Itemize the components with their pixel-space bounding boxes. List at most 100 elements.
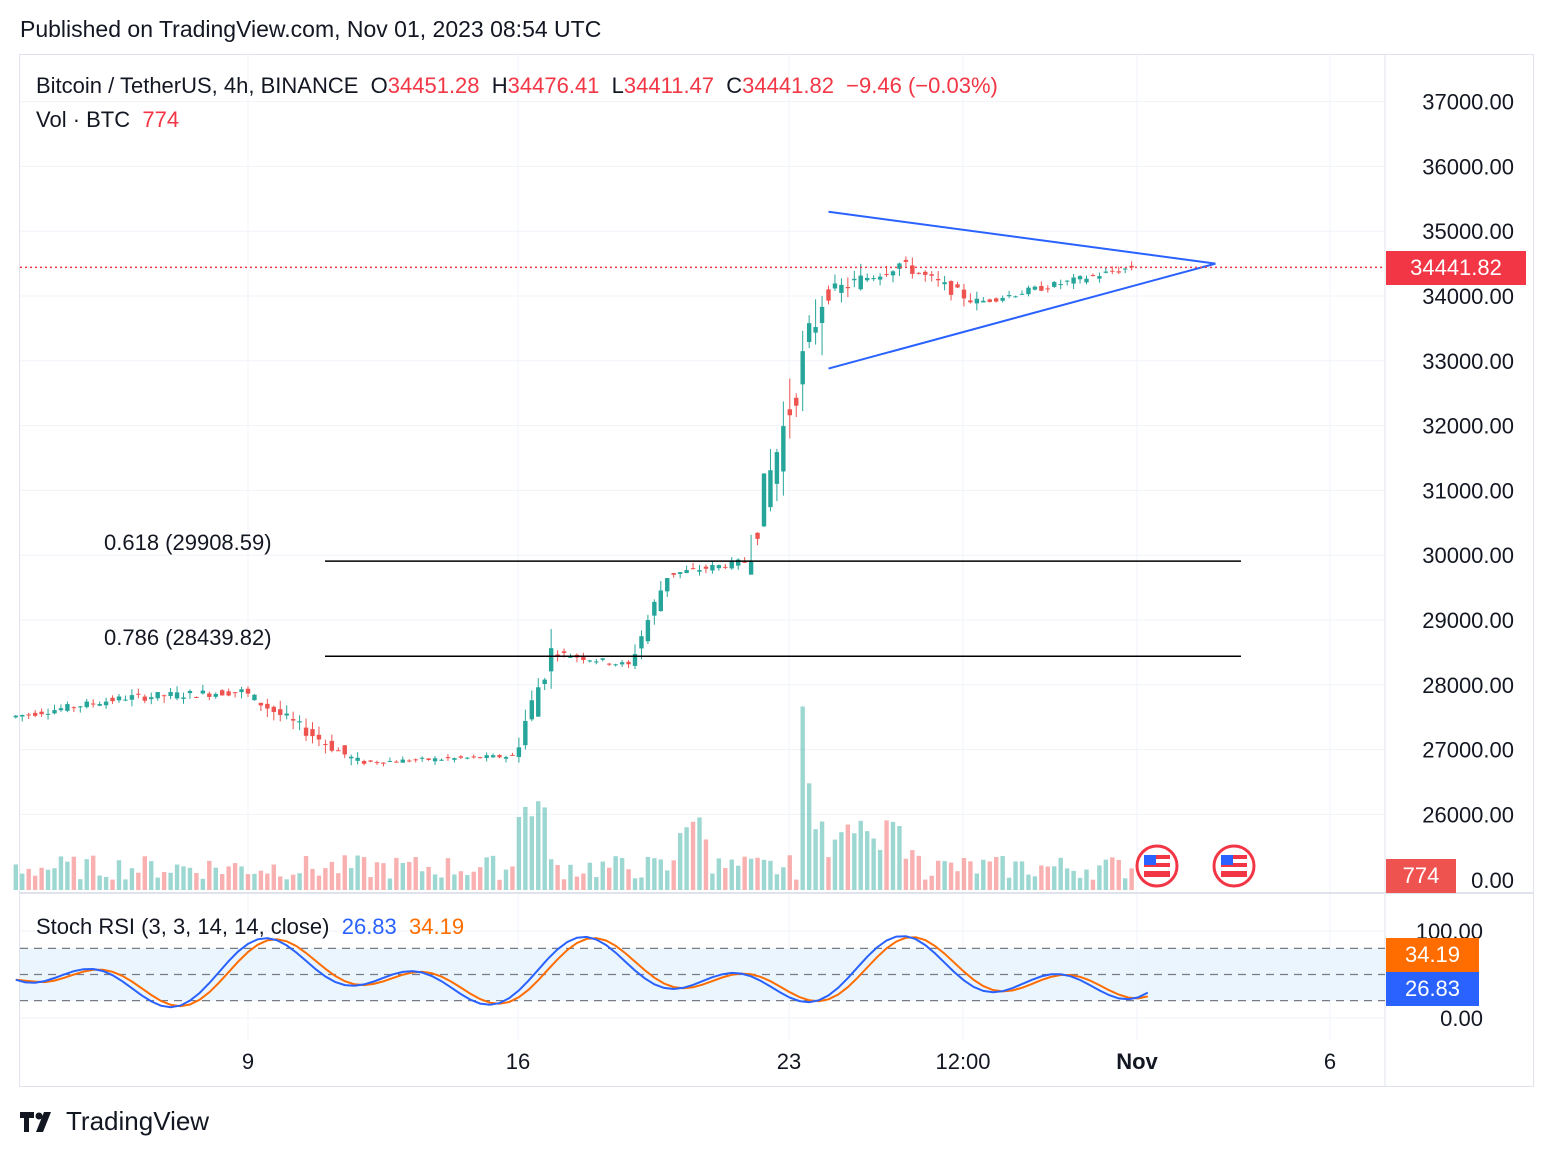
candle-body [426, 758, 431, 761]
volume-axis-label: 0.00 [1471, 868, 1514, 893]
chart-frame[interactable] [19, 54, 1534, 1087]
volume-bar [723, 868, 728, 890]
volume-bar [465, 875, 470, 890]
candle-body [381, 762, 386, 764]
candle-body [703, 566, 709, 569]
candle-body [1097, 276, 1102, 279]
volume-bar [329, 861, 335, 890]
candle-body [774, 452, 780, 484]
volume-bar [639, 877, 644, 890]
stoch-d-value: 34.19 [409, 914, 465, 939]
volume-bar [942, 861, 947, 890]
volume-bar [994, 857, 999, 890]
stoch-d-tag: 34.19 [1386, 938, 1479, 972]
volume-bar [129, 868, 135, 890]
candle-body [116, 696, 122, 701]
candle-body [232, 692, 238, 694]
close-value: 34441.82 [742, 73, 834, 98]
volume-bar [516, 817, 522, 890]
volume-bar [194, 873, 199, 890]
volume-bar [1123, 878, 1128, 890]
volume-bar [452, 874, 457, 890]
candle-body [329, 740, 335, 751]
candle-body [813, 327, 818, 333]
candle-body [484, 755, 489, 759]
candle-body [194, 696, 199, 698]
volume-bar [542, 807, 547, 890]
volume-bar [355, 855, 360, 890]
volume-bar [587, 862, 593, 890]
volume-bar [1019, 861, 1025, 890]
candle-body [149, 697, 154, 700]
volume-bar [149, 861, 154, 890]
time-tick-label: 12:00 [935, 1049, 990, 1074]
volume-bar [536, 801, 541, 890]
candle-body [523, 720, 528, 746]
volume-bar [865, 831, 870, 890]
candle-body [303, 727, 309, 736]
symbol-label: Bitcoin / TetherUS, 4h, BINANCE [36, 73, 359, 98]
volume-bar [710, 873, 715, 890]
candle-body [561, 651, 567, 653]
candle-body [419, 757, 425, 759]
candle-body [626, 661, 631, 665]
candle-body [942, 282, 947, 285]
candle-body [845, 286, 851, 289]
candle-body [858, 275, 863, 290]
volume-bar [58, 856, 64, 890]
ohlc-legend: Bitcoin / TetherUS, 4h, BINANCE O34451.2… [36, 73, 998, 99]
candle-body [278, 709, 283, 716]
us-event-icon-stripe [1144, 867, 1170, 871]
volume-bar [478, 867, 483, 890]
volume-bar [529, 816, 534, 890]
candle-body [645, 620, 651, 642]
volume-bar [852, 833, 857, 890]
stoch-band [20, 948, 1385, 1001]
volume-bar [1032, 876, 1038, 890]
volume-bar [1026, 874, 1031, 890]
candle-body [652, 601, 657, 616]
price-tick-label: 34000.00 [1422, 284, 1514, 309]
volume-bar [910, 850, 915, 890]
candle-body [839, 284, 844, 293]
volume-bar [232, 863, 238, 890]
tradingview-brand[interactable]: TradingView [20, 1106, 209, 1137]
volume-bar [923, 879, 928, 890]
volume-bar [594, 877, 599, 890]
candle-body [458, 756, 464, 758]
candle-body [723, 566, 728, 568]
price-tick-label: 26000.00 [1422, 802, 1514, 827]
volume-bar [490, 855, 496, 890]
volume-bar [716, 858, 722, 890]
candle-body [690, 568, 696, 570]
low-label: L [611, 73, 624, 98]
candle-body [568, 656, 573, 658]
close-label: C [726, 73, 743, 98]
brand-name: TradingView [66, 1106, 210, 1136]
volume-bar [858, 820, 863, 890]
volume-bar [839, 832, 844, 890]
volume-bar [52, 868, 57, 890]
volume-bar [91, 855, 96, 890]
us-event-icon-stripe [1144, 859, 1170, 863]
candle-body [413, 759, 418, 761]
volume-bar [39, 867, 44, 890]
candle-body [207, 693, 212, 697]
candle-body [968, 300, 973, 303]
volume-bar [935, 860, 941, 890]
volume-bar [871, 838, 876, 890]
volume-bar [929, 875, 934, 890]
candle-body [529, 700, 534, 720]
volume-bar [761, 859, 767, 890]
candle-body [478, 757, 483, 759]
change-value: −9.46 (−0.03%) [846, 73, 998, 98]
candle-body [781, 426, 786, 472]
volume-bar [658, 859, 663, 890]
candle-body [123, 699, 128, 701]
volume-bar [800, 706, 805, 890]
stoch-label: Stoch RSI (3, 3, 14, 14, close) [36, 914, 330, 939]
volume-bar [1084, 869, 1089, 890]
candle-body [1013, 296, 1018, 298]
volume-bar [574, 876, 580, 890]
